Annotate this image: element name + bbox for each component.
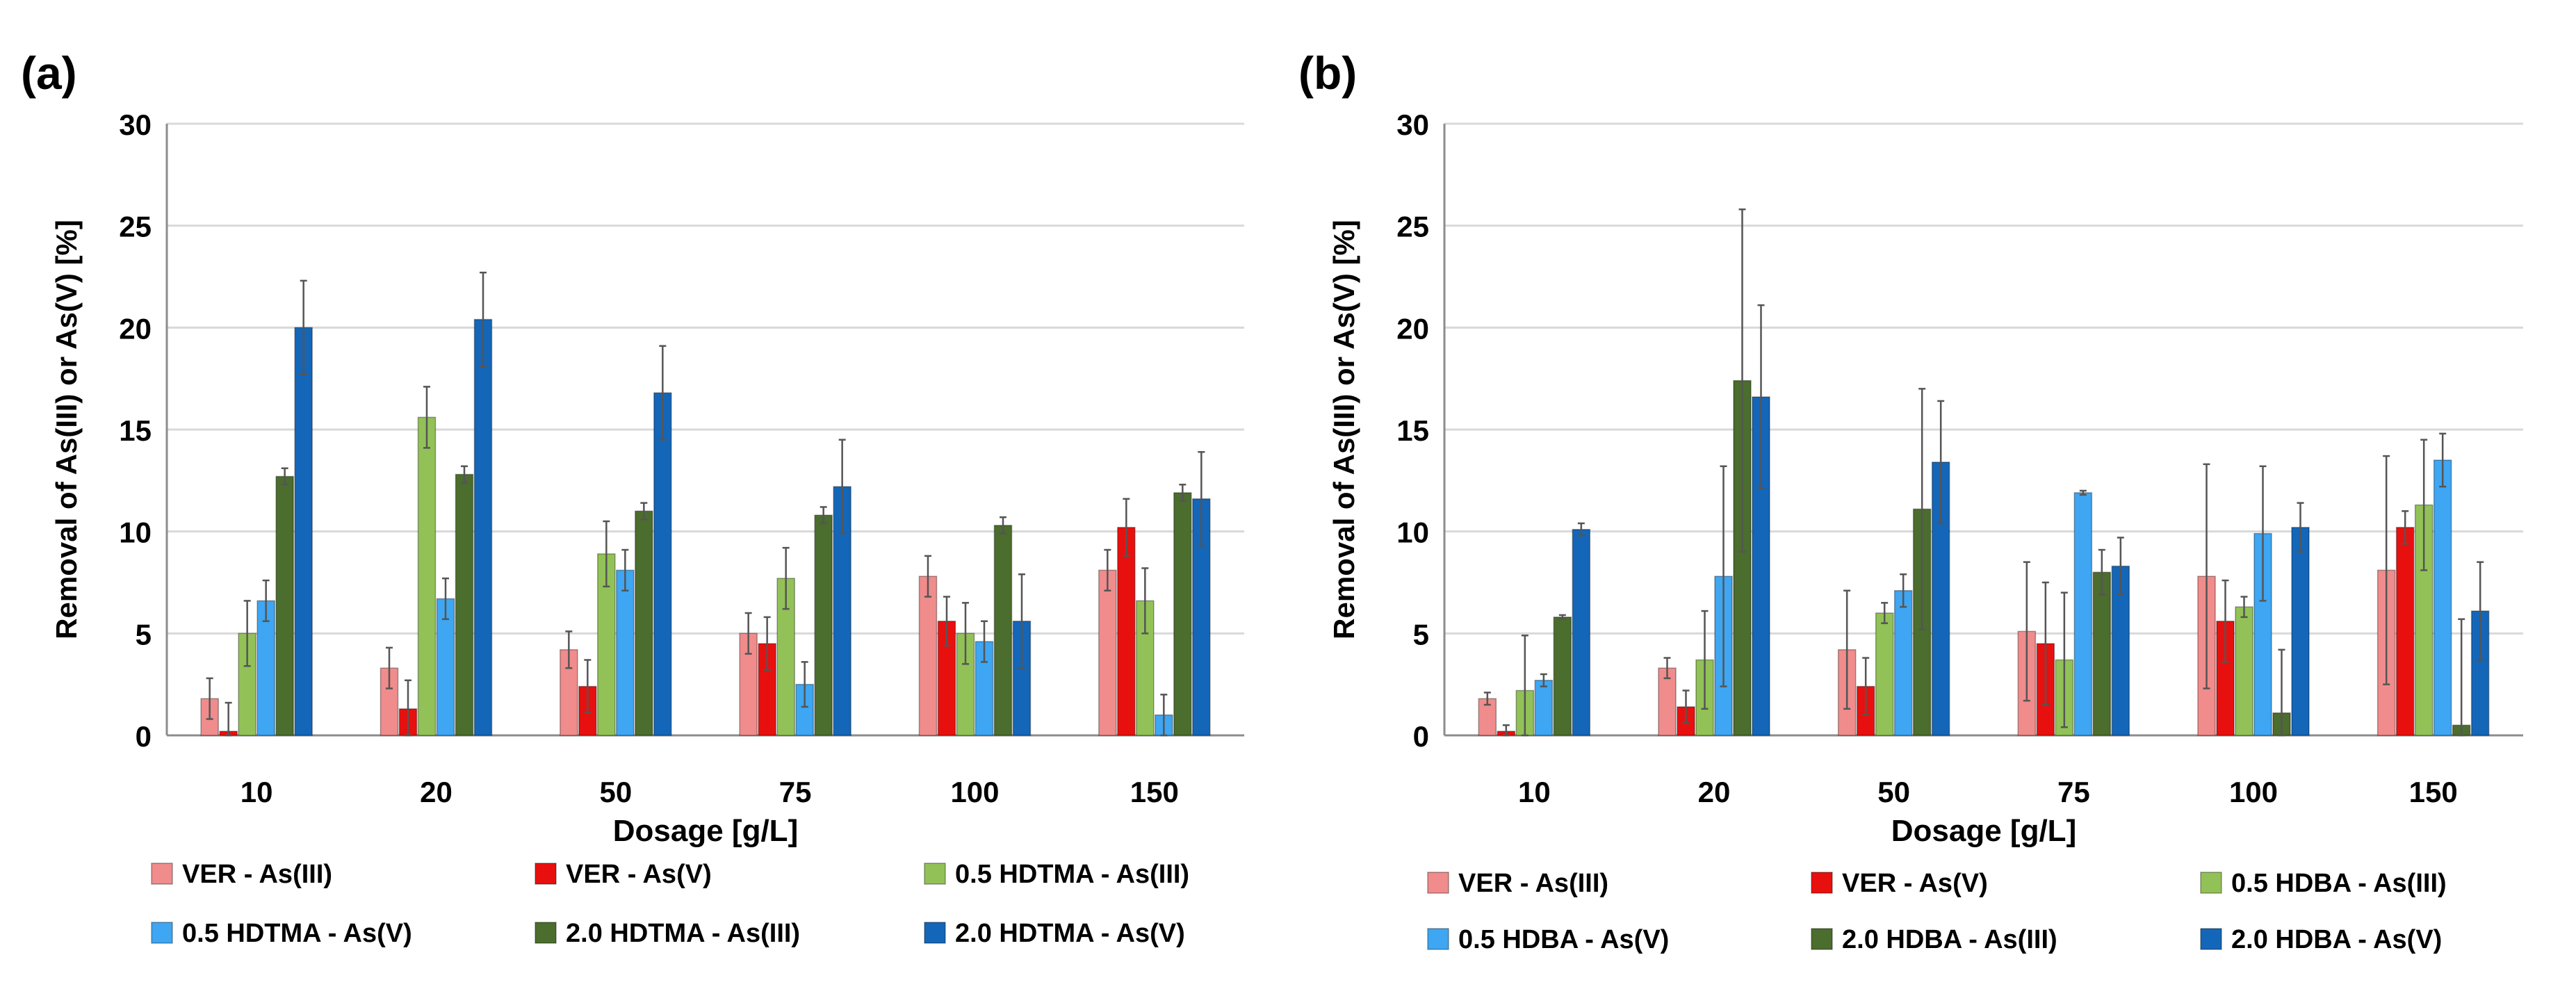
x-tick-label: 100 bbox=[2229, 776, 2278, 808]
x-tick-label: 20 bbox=[420, 776, 453, 808]
panel-a: (a) 0 5 10 15 20 25 30 10 20 50 75 100 150 Dosage [g/… bbox=[21, 47, 1244, 948]
legend-label: VER - As(III) bbox=[182, 860, 332, 889]
bar bbox=[975, 641, 994, 736]
panel-label-a: (a) bbox=[21, 47, 77, 99]
x-tick-label: 50 bbox=[599, 776, 632, 808]
bar bbox=[1098, 569, 1117, 736]
y-tick-label: 15 bbox=[119, 414, 152, 447]
bar bbox=[256, 600, 275, 736]
bar bbox=[436, 598, 455, 736]
x-axis-title: Dosage [g/L] bbox=[613, 814, 798, 848]
bar bbox=[1173, 492, 1192, 736]
legend-swatch bbox=[924, 922, 946, 944]
legend-label: 0.5 HDBA - As(III) bbox=[2231, 869, 2447, 898]
y-tick-label: 0 bbox=[136, 720, 152, 753]
legend-label: 0.5 HDTMA - As(III) bbox=[955, 860, 1189, 889]
bar bbox=[473, 318, 493, 736]
panel-b: (b) 0 5 10 15 20 25 30 10 20 50 75 100 150 Dosage [g/… bbox=[1298, 47, 2523, 954]
bar bbox=[2235, 606, 2253, 736]
y-tick-label: 20 bbox=[119, 312, 152, 345]
bar bbox=[1572, 528, 1591, 736]
y-tick-label: 15 bbox=[1396, 414, 1429, 447]
x-tick-label: 50 bbox=[1877, 776, 1910, 808]
x-tick-label: 75 bbox=[2057, 776, 2090, 808]
legend-swatch bbox=[2200, 872, 2222, 894]
bar bbox=[1553, 617, 1572, 736]
bar bbox=[653, 392, 672, 736]
bar bbox=[417, 416, 437, 736]
bar bbox=[918, 575, 938, 736]
bar bbox=[1875, 612, 1894, 736]
y-axis-title: Removal of As(III) or As(V) [%] bbox=[50, 220, 83, 639]
legend-swatch bbox=[535, 863, 557, 885]
y-tick-label: 5 bbox=[136, 618, 152, 651]
legend-swatch bbox=[1811, 872, 1833, 894]
legend-label: 2.0 HDBA - As(V) bbox=[2231, 925, 2442, 954]
y-tick-label: 30 bbox=[119, 108, 152, 141]
bar bbox=[2395, 527, 2415, 736]
x-tick-label: 150 bbox=[1130, 776, 1179, 808]
bar bbox=[1534, 680, 1554, 736]
y-tick-label: 0 bbox=[1413, 720, 1429, 753]
legend-label: 2.0 HDBA - As(III) bbox=[1842, 925, 2057, 954]
legend-label: 0.5 HDTMA - As(V) bbox=[182, 919, 412, 948]
bar bbox=[2092, 571, 2112, 736]
x-tick-label: 10 bbox=[1518, 776, 1551, 808]
x-tick-label: 150 bbox=[2409, 776, 2458, 808]
y-tick-label: 25 bbox=[1396, 211, 1429, 243]
bar bbox=[635, 510, 653, 736]
y-tick-label: 30 bbox=[1396, 108, 1429, 141]
bar bbox=[937, 620, 956, 736]
bar bbox=[814, 514, 833, 736]
bar bbox=[758, 643, 776, 736]
bar bbox=[616, 569, 635, 736]
y-axis-title: Removal of As(III) or As(V) [%] bbox=[1328, 220, 1360, 639]
legend-swatch bbox=[535, 922, 557, 944]
bar bbox=[275, 475, 294, 736]
bar bbox=[1117, 527, 1136, 736]
y-tick-label: 5 bbox=[1413, 618, 1429, 651]
bar bbox=[455, 473, 474, 736]
legend-label: 0.5 HDBA - As(V) bbox=[1458, 925, 1669, 954]
legend-swatch bbox=[151, 922, 173, 944]
x-tick-label: 10 bbox=[241, 776, 273, 808]
legend-label: 2.0 HDTMA - As(III) bbox=[566, 919, 800, 948]
legend-label: VER - As(III) bbox=[1458, 869, 1608, 898]
legend-label: 2.0 HDTMA - As(V) bbox=[955, 919, 1185, 948]
legend-label: VER - As(V) bbox=[1842, 869, 1988, 898]
bar bbox=[1893, 589, 1913, 736]
x-tick-label: 20 bbox=[1698, 776, 1731, 808]
bar bbox=[2433, 459, 2452, 736]
x-axis-title: Dosage [g/L] bbox=[1891, 814, 2076, 848]
legend-swatch bbox=[924, 863, 946, 885]
legend-swatch bbox=[2200, 928, 2222, 950]
y-tick-label: 10 bbox=[119, 516, 152, 549]
legend-label: VER - As(V) bbox=[566, 860, 712, 889]
bar bbox=[2073, 492, 2093, 736]
bar bbox=[1658, 667, 1677, 736]
y-tick-label: 25 bbox=[119, 211, 152, 243]
x-tick-label: 75 bbox=[779, 776, 812, 808]
legend-swatch bbox=[151, 863, 173, 885]
bar bbox=[294, 327, 313, 736]
bar bbox=[993, 525, 1013, 736]
panel-label-b: (b) bbox=[1298, 47, 1357, 99]
legend-swatch bbox=[1427, 872, 1449, 894]
y-tick-label: 10 bbox=[1396, 516, 1429, 549]
bar bbox=[2291, 527, 2310, 736]
y-tick-label: 20 bbox=[1396, 312, 1429, 345]
legend-swatch bbox=[1427, 928, 1449, 950]
x-tick-label: 100 bbox=[950, 776, 999, 808]
legend-swatch bbox=[1811, 928, 1833, 950]
